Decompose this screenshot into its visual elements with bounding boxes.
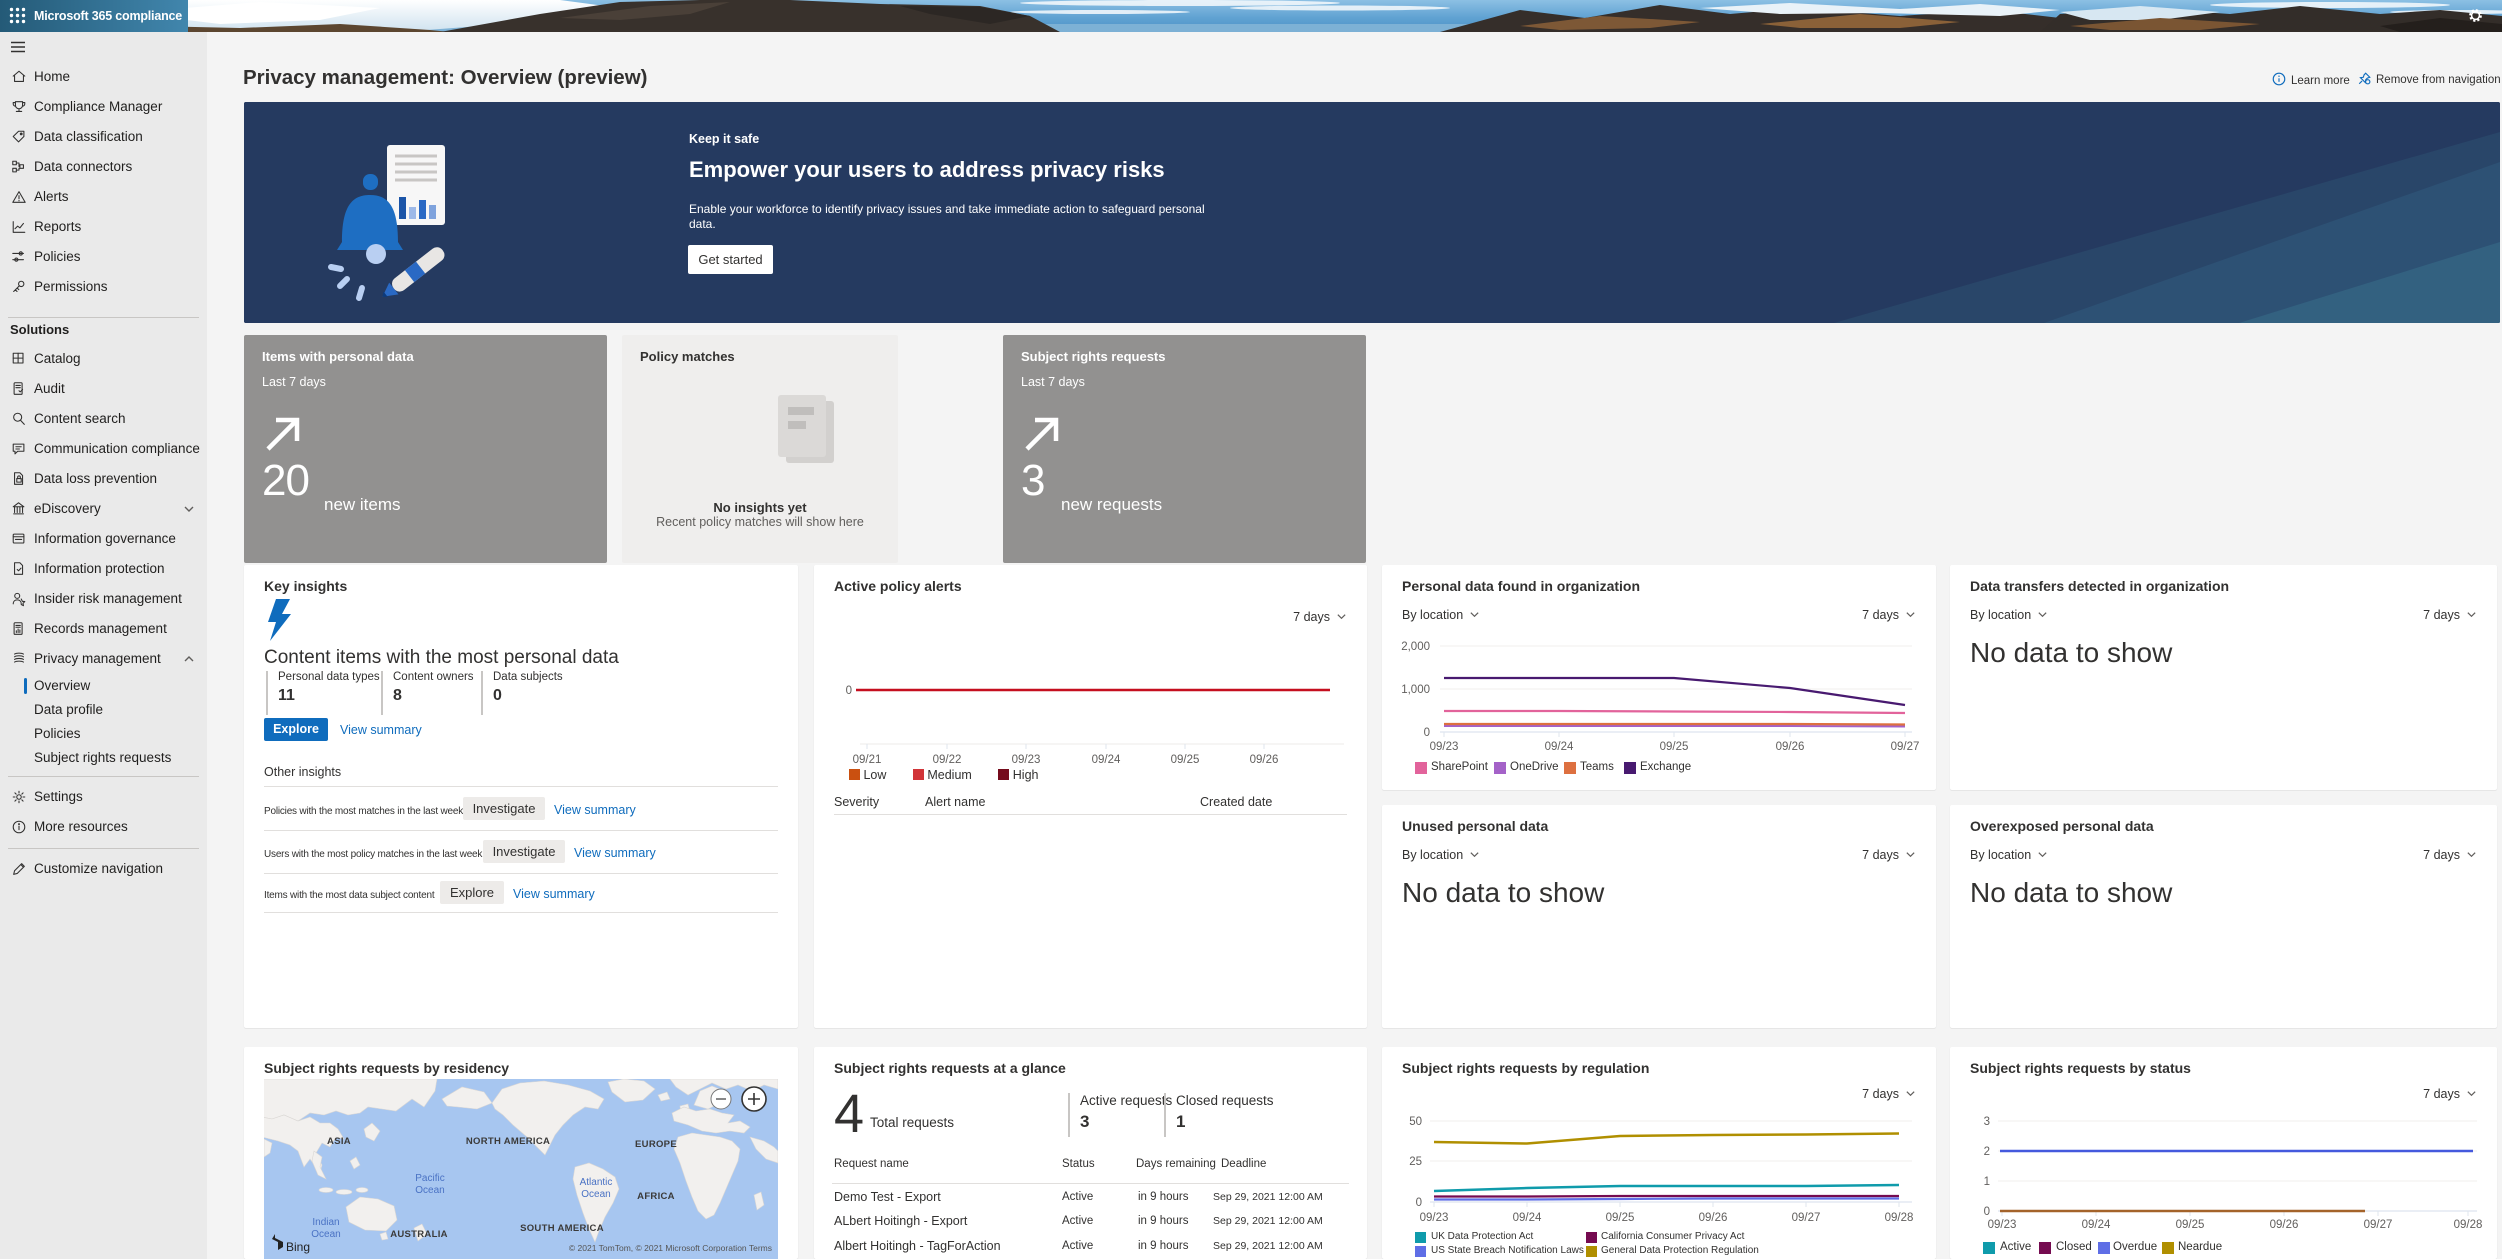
svg-text:09/24: 09/24 [1513,1212,1542,1224]
svg-text:50: 50 [1409,1116,1422,1128]
svg-text:09/23: 09/23 [1012,754,1041,766]
svg-text:Pacific: Pacific [415,1173,444,1184]
svg-text:09/24: 09/24 [2082,1219,2111,1231]
svg-text:09/27: 09/27 [1792,1212,1821,1224]
svg-text:1: 1 [1984,1176,1990,1188]
svg-text:09/28: 09/28 [2454,1219,2483,1231]
svg-text:ASIA: ASIA [327,1136,351,1147]
svg-text:09/23: 09/23 [1988,1219,2017,1231]
svg-text:1,000: 1,000 [1401,684,1430,696]
svg-text:Ocean: Ocean [581,1189,610,1200]
svg-text:09/25: 09/25 [1660,741,1689,753]
svg-text:09/26: 09/26 [1699,1212,1728,1224]
svg-text:09/25: 09/25 [1171,754,1200,766]
svg-text:09/26: 09/26 [1250,754,1279,766]
svg-text:0: 0 [1984,1206,1990,1218]
svg-text:09/23: 09/23 [1420,1212,1449,1224]
svg-text:09/22: 09/22 [933,754,962,766]
svg-text:0: 0 [1416,1197,1422,1209]
svg-text:© 2021 TomTom, © 2021 Microsof: © 2021 TomTom, © 2021 Microsoft Corporat… [569,1243,772,1253]
svg-text:Atlantic: Atlantic [580,1177,613,1188]
svg-text:AUSTRALIA: AUSTRALIA [390,1229,448,1240]
svg-text:09/23: 09/23 [1430,741,1459,753]
svg-text:0: 0 [846,685,852,697]
svg-text:09/24: 09/24 [1092,754,1121,766]
svg-text:Indian: Indian [312,1217,339,1228]
svg-text:09/21: 09/21 [853,754,882,766]
svg-text:2,000: 2,000 [1401,641,1430,653]
svg-text:09/24: 09/24 [1545,741,1574,753]
svg-text:09/25: 09/25 [2176,1219,2205,1231]
svg-text:2: 2 [1984,1146,1990,1158]
svg-text:0: 0 [1424,727,1430,739]
svg-text:Bing: Bing [286,1240,310,1254]
svg-text:3: 3 [1984,1116,1990,1128]
svg-text:09/26: 09/26 [2270,1219,2299,1231]
svg-text:AFRICA: AFRICA [637,1191,675,1202]
svg-text:09/26: 09/26 [1776,741,1805,753]
svg-text:NORTH AMERICA: NORTH AMERICA [466,1136,550,1147]
svg-text:Ocean: Ocean [311,1229,340,1240]
svg-text:Ocean: Ocean [415,1185,444,1196]
svg-text:09/27: 09/27 [2364,1219,2393,1231]
svg-text:09/27: 09/27 [1891,741,1920,753]
svg-text:09/28: 09/28 [1885,1212,1914,1224]
svg-text:EUROPE: EUROPE [635,1139,677,1150]
svg-text:SOUTH AMERICA: SOUTH AMERICA [520,1223,604,1234]
svg-text:25: 25 [1409,1156,1422,1168]
svg-text:09/25: 09/25 [1606,1212,1635,1224]
